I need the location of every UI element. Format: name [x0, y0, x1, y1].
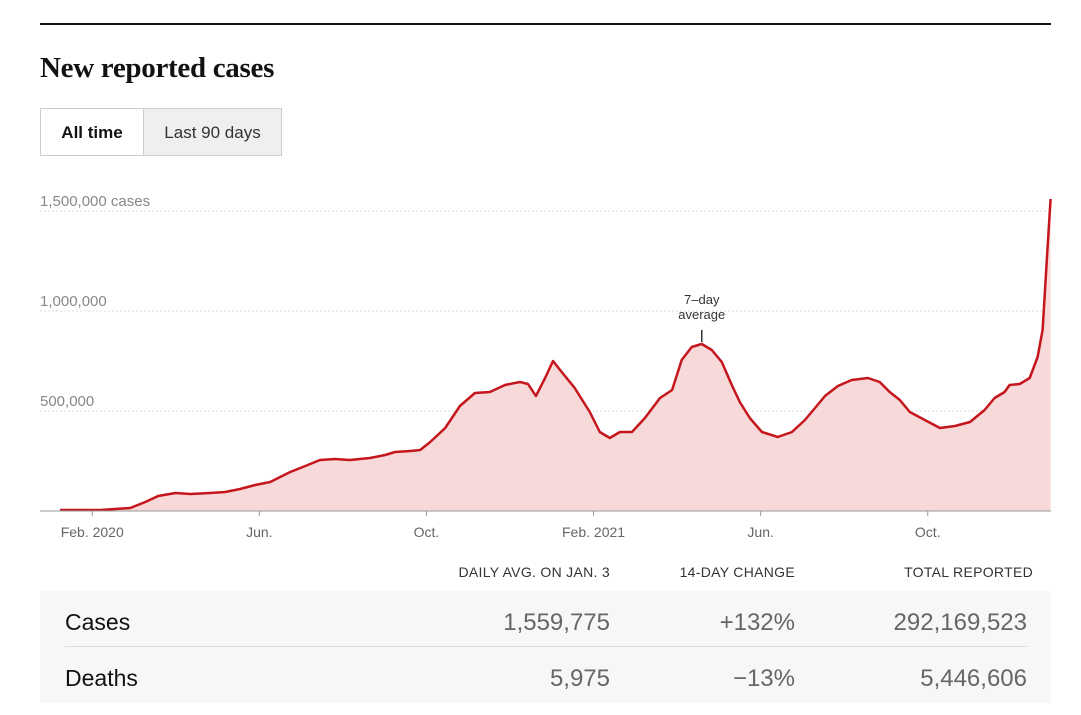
stats-box: [40, 591, 1051, 703]
x-tick-label: Feb. 2021: [562, 524, 625, 540]
top-rule: [40, 23, 1051, 25]
all-time-button[interactable]: All time: [40, 108, 144, 156]
x-tick-label: Oct.: [414, 524, 440, 540]
stat-value: +132%: [719, 609, 795, 636]
stat-value: −13%: [732, 665, 795, 692]
x-tick-label: Jun.: [246, 524, 272, 540]
stat-value: 5,446,606: [920, 665, 1027, 692]
chart: 500,000 1,000,000 1,500,000 cases 7–dayaver…: [40, 193, 1052, 540]
row-name: Deaths: [65, 665, 138, 691]
y-tick-label: 500,000: [40, 393, 94, 410]
x-tick-label: Oct.: [915, 524, 941, 540]
stat-value: 1,559,775: [503, 609, 610, 636]
column-header: DAILY AVG. ON JAN. 3: [458, 564, 610, 580]
last-90-days-button[interactable]: Last 90 days: [143, 108, 282, 156]
y-tick-label: 1,000,000: [40, 293, 107, 310]
annotation: 7–day: [684, 292, 720, 307]
row-name: Cases: [65, 609, 131, 635]
x-tick-label: Feb. 2020: [61, 524, 124, 540]
column-header: 14-DAY CHANGE: [679, 564, 795, 580]
x-tick-label: Jun.: [747, 524, 773, 540]
line: [60, 198, 1052, 512]
stat-value: 5,975: [549, 665, 610, 692]
y-tick-label: 1,500,000 cases: [40, 193, 150, 210]
annotation: average: [678, 307, 725, 322]
column-header: TOTAL REPORTED: [904, 564, 1033, 580]
stat-value: 292,169,523: [893, 609, 1027, 636]
area: [60, 199, 1051, 511]
chart-title: New reported cases: [40, 52, 275, 84]
row-separator: [65, 646, 1027, 647]
